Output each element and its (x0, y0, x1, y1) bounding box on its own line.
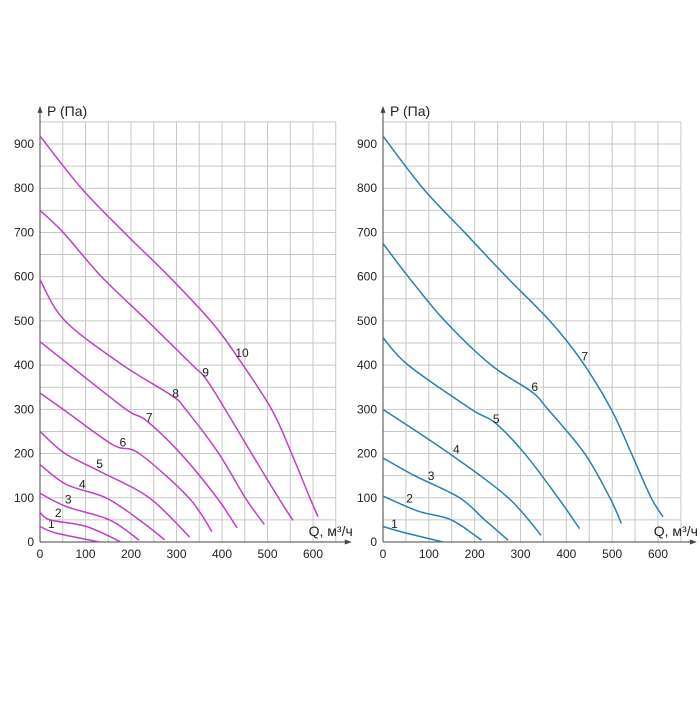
y-tick-label: 600 (14, 270, 34, 284)
y-tick-label: 600 (357, 270, 377, 284)
series-curve-9 (39, 209, 294, 521)
series-label-4: 4 (79, 478, 86, 492)
x-tick-label: 600 (303, 547, 323, 561)
series-label-4: 4 (453, 443, 460, 457)
x-tick-label: 300 (510, 547, 530, 561)
y-axis-title: P (Па) (47, 103, 87, 119)
series-curve-1 (39, 525, 100, 543)
series-curve-10 (39, 135, 319, 518)
series-label-5: 5 (493, 412, 500, 426)
y-tick-label: 800 (357, 181, 377, 195)
series-label-10: 10 (235, 346, 249, 360)
series-curve-2 (382, 495, 482, 541)
chart-2: 0 100 200 300 400 500 600 700 800 900 0 100 200 300 40… (357, 103, 698, 561)
series-curve-3 (382, 457, 509, 541)
y-tick-label: 100 (14, 491, 34, 505)
chart-1: 0 100 200 300 400 500 600 700 800 900 0 100 200 300 40… (14, 103, 353, 561)
y-tick-label: 300 (357, 402, 377, 416)
series-curve-6 (39, 392, 213, 533)
y-tick-label: 500 (14, 314, 34, 328)
x-tick-label: 400 (556, 547, 576, 561)
y-axis-title: P (Па) (390, 103, 430, 119)
y-tick-label: 0 (27, 535, 34, 549)
series-curve-1 (382, 525, 444, 543)
series-label-7: 7 (146, 410, 153, 424)
x-axis-arrow-icon (344, 539, 352, 545)
series-label-2: 2 (55, 506, 62, 520)
x-tick-label: 500 (602, 547, 622, 561)
x-tick-label: 400 (212, 547, 232, 561)
series-label-3: 3 (65, 493, 72, 507)
series-curve-2 (39, 511, 122, 543)
y-tick-label: 0 (370, 535, 377, 549)
y-tick-label: 700 (14, 225, 34, 239)
y-tick-label: 500 (357, 314, 377, 328)
series-label-2: 2 (406, 492, 413, 506)
series-label-1: 1 (391, 517, 398, 531)
x-tick-label: 500 (257, 547, 277, 561)
y-tick-label: 100 (357, 491, 377, 505)
y-tick-label: 800 (14, 181, 34, 195)
series-curve-4 (39, 464, 166, 541)
series-label-1: 1 (48, 517, 55, 531)
y-tick-label: 200 (14, 447, 34, 461)
y-tick-label: 200 (357, 447, 377, 461)
x-tick-label: 300 (166, 547, 186, 561)
series-label-3: 3 (428, 469, 435, 483)
series-label-6: 6 (531, 380, 538, 394)
x-axis-title: Q, м³/ч (309, 523, 353, 539)
x-tick-label: 0 (380, 547, 387, 561)
series-curve-6 (382, 243, 623, 524)
y-tick-label: 700 (357, 225, 377, 239)
y-tick-label: 900 (14, 137, 34, 151)
x-tick-label: 100 (75, 547, 95, 561)
y-axis-arrow-icon (380, 105, 386, 113)
y-tick-label: 300 (14, 402, 34, 416)
y-tick-label: 900 (357, 137, 377, 151)
x-tick-label: 200 (465, 547, 485, 561)
series-curve-5 (39, 430, 191, 538)
y-tick-label: 400 (357, 358, 377, 372)
series-curve-7 (39, 341, 238, 529)
series-label-6: 6 (119, 436, 126, 450)
series-label-7: 7 (581, 350, 588, 364)
x-tick-label: 200 (121, 547, 141, 561)
series-curve-8 (39, 279, 265, 525)
x-tick-label: 0 (37, 547, 44, 561)
series-curve-4 (382, 408, 542, 536)
x-axis-arrow-icon (689, 539, 697, 545)
series-label-9: 9 (202, 366, 209, 380)
series-label-8: 8 (172, 386, 179, 400)
series-curve-3 (39, 492, 140, 541)
series-curve-5 (382, 337, 581, 530)
x-tick-label: 600 (648, 547, 668, 561)
x-axis-title: Q, м³/ч (654, 523, 698, 539)
x-tick-label: 100 (419, 547, 439, 561)
y-axis-arrow-icon (37, 105, 43, 113)
y-tick-label: 400 (14, 358, 34, 372)
series-curve-7 (382, 135, 664, 518)
series-label-5: 5 (96, 457, 103, 471)
